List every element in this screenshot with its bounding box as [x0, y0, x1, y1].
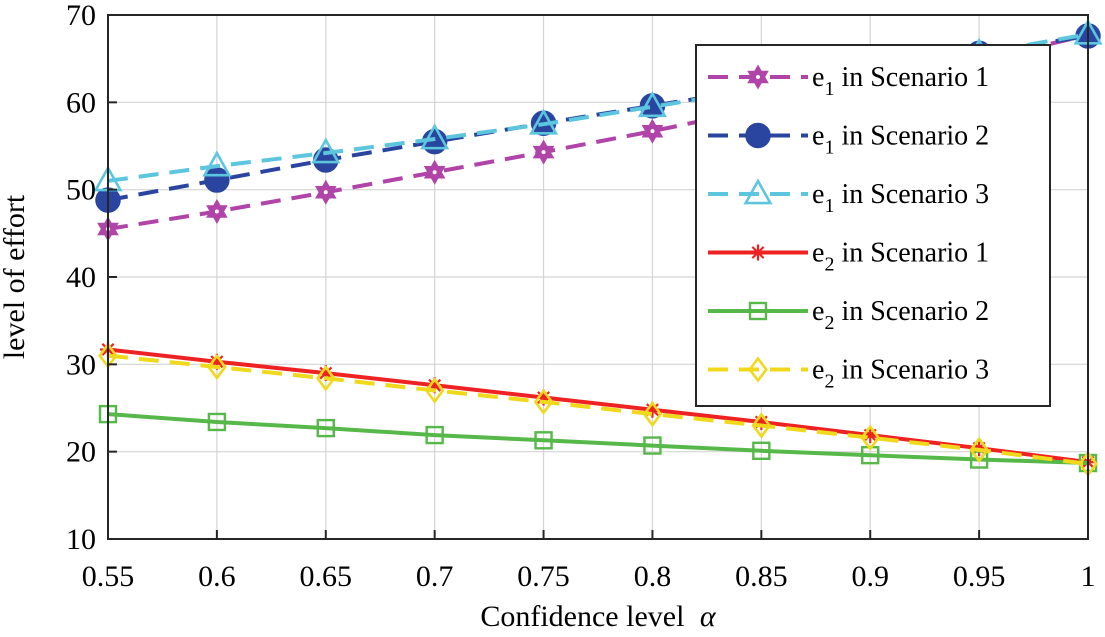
y-tick-label: 60	[66, 86, 96, 119]
data-point	[311, 137, 341, 164]
x-tick-label: 0.95	[953, 560, 1006, 593]
legend-label-sub: 1	[824, 78, 834, 100]
legend-label-sub: 2	[824, 371, 834, 393]
legend-entry: e1 in Scenario 1	[708, 62, 989, 100]
x-tick-label: 0.9	[851, 560, 889, 593]
x-tick-label: 0.75	[517, 560, 570, 593]
legend-label-sub: 1	[824, 137, 834, 159]
data-point	[860, 424, 881, 451]
data-point	[202, 150, 232, 177]
legend-entry: e2 in Scenario 1	[708, 238, 989, 276]
data-point	[528, 108, 559, 135]
legend-label-rest: in Scenario 3	[834, 355, 989, 386]
data-point	[752, 441, 771, 460]
series-5	[98, 404, 1098, 473]
axis-ticks: 0.55 0.6 0.65 0.7 0.75 0.8 0.85 0.9 0.95 1 10 20 30 4…	[66, 0, 1096, 593]
legend-entry: e2 in Scenario 2	[708, 296, 989, 334]
legend-marker	[747, 64, 769, 90]
legend-label-rest: in Scenario 2	[834, 296, 989, 327]
series-line	[107, 412, 1089, 465]
x-tick-label: 0.65	[300, 560, 353, 593]
series-line	[107, 34, 1089, 203]
legend-label-rest: in Scenario 1	[834, 238, 989, 269]
data-point	[315, 365, 336, 392]
legend-label-sub: 2	[824, 254, 834, 276]
legend-entry: e1 in Scenario 2	[708, 121, 989, 159]
legend-marker	[745, 122, 771, 149]
y-tick-label: 50	[66, 174, 96, 207]
legend-label-sub: 1	[824, 195, 834, 217]
data-point	[532, 139, 555, 165]
legend-box	[695, 44, 1051, 407]
data-point	[534, 431, 553, 450]
legend-label-var: e	[812, 62, 824, 93]
data-point	[641, 118, 664, 144]
legend-label: e1 in Scenario 3	[812, 179, 989, 217]
x-tick-label: 1	[1081, 560, 1096, 593]
legend-label: e1 in Scenario 1	[812, 62, 989, 100]
data-point	[206, 198, 228, 225]
data-point	[643, 436, 662, 455]
legend-label-rest: in Scenario 2	[834, 121, 989, 152]
legend-label-var: e	[812, 355, 824, 386]
x-tick-label: 0.85	[735, 560, 788, 593]
series-line	[107, 353, 1089, 466]
data-point	[204, 167, 230, 193]
legend-marker	[748, 301, 768, 321]
legend-entry: e2 in Scenario 3	[708, 355, 989, 393]
x-tick-label: 0.55	[82, 560, 135, 593]
x-axis-title-text: Confidence level	[480, 600, 684, 633]
legend: e1 in Scenario 1e1 in Scenario 2e1 in Sc…	[695, 44, 1051, 407]
y-tick-label: 10	[66, 523, 96, 556]
legend-label: e2 in Scenario 3	[812, 355, 989, 393]
x-axis-title: Confidence level α	[480, 600, 717, 633]
data-point	[316, 418, 335, 438]
data-point	[420, 123, 450, 150]
y-tick-label: 70	[66, 0, 96, 32]
legend-marker	[750, 244, 766, 261]
series-line	[107, 347, 1089, 465]
data-point	[533, 388, 554, 416]
legend-marker	[743, 178, 773, 205]
data-point	[207, 412, 227, 432]
legend-marker	[748, 356, 768, 383]
data-point	[969, 436, 989, 464]
x-axis-title-symbol: α	[700, 600, 717, 633]
legend-label-sub: 2	[824, 312, 834, 334]
legend-label: e2 in Scenario 1	[812, 238, 989, 276]
data-point	[424, 377, 445, 404]
legend-label-rest: in Scenario 3	[834, 179, 989, 210]
series-6	[98, 342, 1098, 478]
data-point	[423, 159, 446, 185]
legend-entry: e1 in Scenario 3	[708, 178, 989, 217]
data-point	[207, 353, 227, 381]
x-tick-label: 0.8	[634, 560, 672, 593]
y-tick-label: 30	[66, 348, 96, 381]
legend-label: e1 in Scenario 2	[812, 121, 989, 159]
data-point	[315, 179, 337, 205]
x-tick-label: 0.6	[198, 560, 236, 593]
y-tick-label: 40	[66, 261, 96, 294]
y-axis-title: level of effort	[0, 194, 31, 359]
data-point	[751, 412, 772, 439]
data-point	[639, 93, 666, 119]
data-point	[425, 425, 444, 445]
legend-label-rest: in Scenario 1	[834, 62, 989, 93]
legend-label-var: e	[812, 121, 824, 152]
legend-label-var: e	[812, 296, 824, 327]
legend-label-var: e	[812, 238, 824, 269]
data-point	[637, 91, 668, 118]
legend-label-var: e	[812, 179, 824, 210]
y-tick-label: 20	[66, 436, 96, 469]
series-line	[107, 33, 1089, 231]
legend-label: e2 in Scenario 2	[812, 296, 989, 334]
x-tick-label: 0.7	[416, 560, 454, 593]
data-point	[642, 400, 663, 428]
